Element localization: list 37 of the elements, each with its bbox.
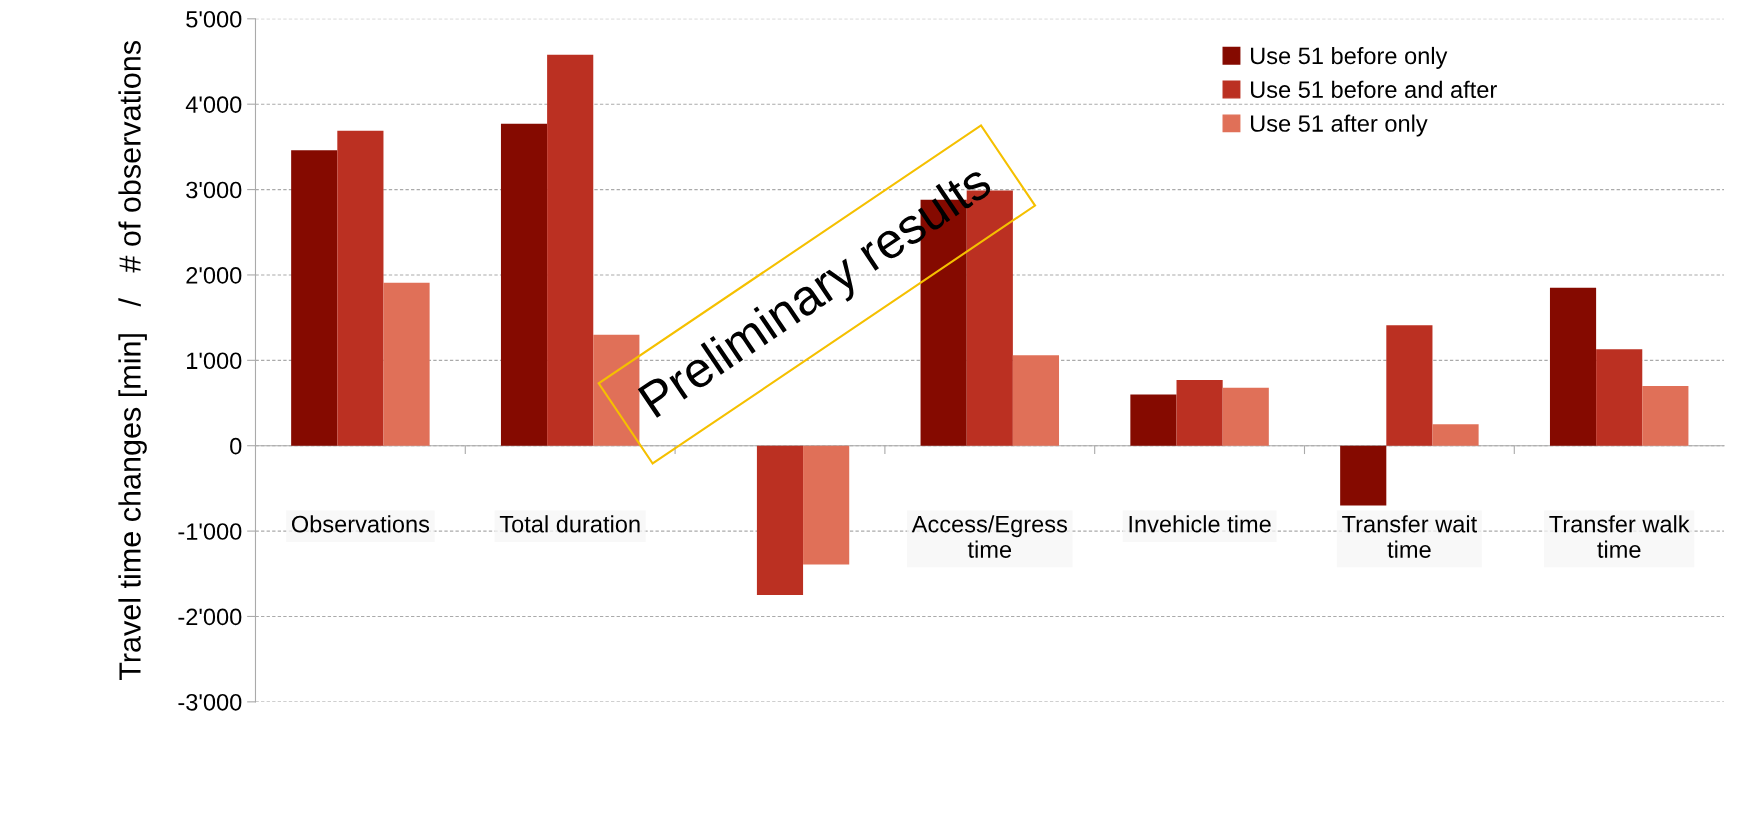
x-tick-label: Access/Egress time (911, 515, 1068, 558)
x-tick-label: Transfer walk time (1549, 515, 1690, 558)
bar (756, 445, 804, 596)
bar (291, 150, 338, 446)
bar (803, 445, 850, 565)
bar (383, 282, 430, 446)
y-tick-label: 0 (230, 437, 242, 455)
bar (1642, 385, 1689, 446)
bar (337, 130, 384, 446)
y-tick-label: 4'000 (185, 96, 242, 113)
y-tick-label: -1'000 (178, 523, 242, 540)
y-tick-label: 2'000 (186, 267, 242, 284)
y-tick-label: 1'000 (187, 352, 242, 370)
x-tick-label: Transfer wait time (1342, 515, 1478, 558)
bar (593, 334, 640, 446)
bar (1340, 445, 1387, 506)
bar (1386, 325, 1433, 446)
bar (1549, 287, 1597, 446)
y-tick-label: 5'000 (186, 10, 242, 28)
legend-label: Use 51 before only (1251, 46, 1448, 69)
bar (1012, 355, 1060, 446)
bar (547, 54, 594, 446)
legend-label: Use 51 after only (1251, 114, 1428, 137)
bar (1596, 349, 1643, 446)
y-tick-label: -2'000 (178, 608, 242, 626)
bar (500, 123, 548, 446)
y-tick-label: 3'000 (186, 181, 242, 199)
y-tick-label: -3'000 (178, 693, 242, 711)
bar (1130, 394, 1177, 446)
x-tick-label: Invehicle time (1129, 515, 1271, 533)
bar (1176, 379, 1223, 446)
bar (1432, 424, 1479, 446)
bar (1222, 387, 1269, 446)
x-tick-label: Total duration (499, 515, 640, 533)
x-tick-label: Observations (291, 515, 430, 533)
legend-label: Use 51 before and after (1251, 80, 1497, 99)
y-axis-title: Travel time changes [min] / # of observations (118, 41, 147, 681)
